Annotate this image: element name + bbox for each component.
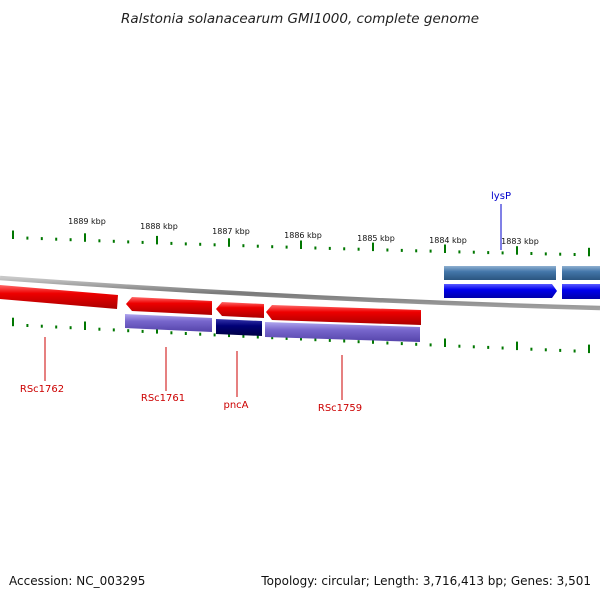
scale-label-1885: 1885 kbp — [357, 234, 395, 243]
RSc1759-gene-bar[interactable] — [265, 322, 420, 342]
scale-label-1888: 1888 kbp — [140, 222, 178, 231]
scale-label-1887: 1887 kbp — [212, 227, 250, 236]
scale-label-1884: 1884 kbp — [429, 236, 467, 245]
gene-label-RSc1759[interactable]: RSc1759 — [318, 403, 362, 414]
gene-label-RSc1761[interactable]: RSc1761 — [141, 393, 185, 404]
cds-arrow-right[interactable] — [562, 284, 600, 299]
forward-features — [444, 266, 600, 299]
scale-label-1889: 1889 kbp — [68, 217, 106, 226]
scale-label-1883: 1883 kbp — [501, 237, 539, 246]
gene-labels: RSc1762 RSc1761 pncA RSc1759 lysP — [20, 191, 511, 414]
outer-scale-ticks — [12, 230, 590, 257]
lysP-gene-bar[interactable] — [444, 266, 556, 280]
reverse-features — [0, 285, 421, 342]
RSc1759-cds-arrow[interactable] — [266, 305, 421, 325]
gene-label-lysP[interactable]: lysP — [491, 191, 511, 202]
RSc1762-cds-arrow[interactable] — [0, 285, 118, 309]
RSc1761-gene-bar[interactable] — [125, 314, 212, 332]
RSc1761-cds-arrow[interactable] — [126, 297, 212, 315]
gene-label-pncA[interactable]: pncA — [223, 400, 248, 411]
scale-label-1886: 1886 kbp — [284, 231, 322, 240]
map-title: Ralstonia solanacearum GMI1000, complete… — [121, 11, 479, 27]
genome-backbone — [0, 275, 600, 311]
accession-text: Accession: NC_003295 — [9, 574, 146, 588]
pncA-gene-bar[interactable] — [216, 319, 262, 336]
scale-labels: 1889 kbp 1888 kbp 1887 kbp 1886 kbp 1885… — [68, 217, 539, 246]
gene-bar-right[interactable] — [562, 266, 600, 280]
genome-stats-text: Topology: circular; Length: 3,716,413 bp… — [261, 574, 591, 588]
lysP-cds-arrow[interactable] — [444, 284, 557, 298]
gene-label-RSc1762[interactable]: RSc1762 — [20, 384, 64, 395]
pncA-cds-arrow[interactable] — [216, 302, 264, 318]
